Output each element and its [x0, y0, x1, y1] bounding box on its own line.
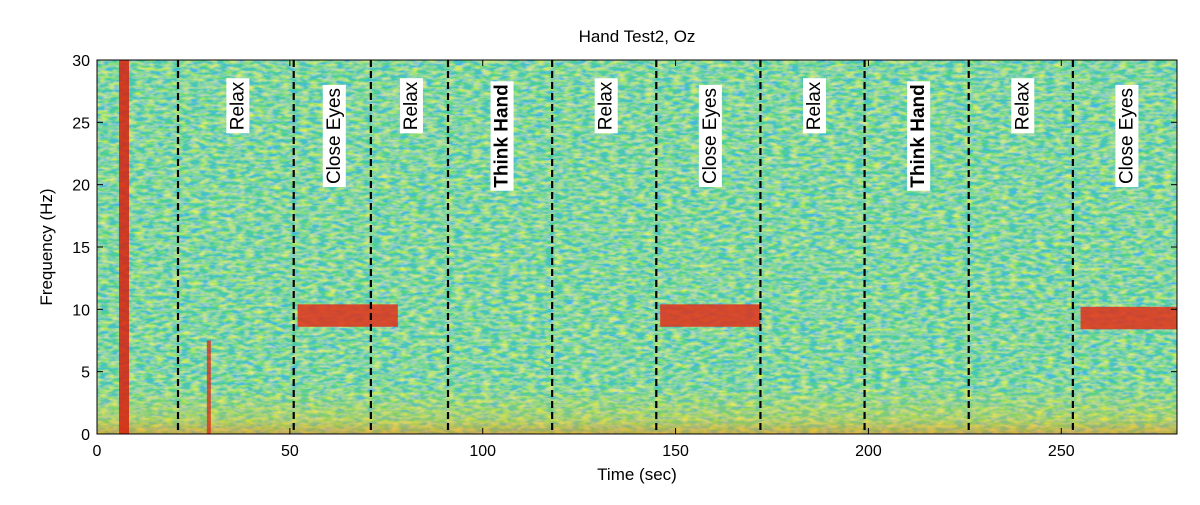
y-tick-label: 15: [72, 240, 90, 257]
segment-label: Close Eyes: [324, 88, 345, 184]
segment-boundaries: [176, 60, 1074, 434]
segment-label: Relax: [804, 81, 825, 130]
segment-annotation: Relax: [226, 78, 250, 134]
x-tick-label: 250: [1048, 443, 1075, 460]
annotation-box: [1011, 78, 1035, 134]
artifact-mark: [119, 60, 129, 434]
segment-annotations: Relax Close Eyes Relax Think Hand Relax Close…: [226, 78, 1139, 191]
annotation-box: [907, 81, 931, 191]
segment-annotation: Think Hand: [907, 81, 931, 191]
spectrogram-noise-texture: [97, 60, 1177, 434]
annotation-box: [803, 78, 826, 134]
y-tick-label: 30: [72, 53, 90, 70]
segment-annotation: Relax: [594, 78, 618, 134]
annotation-box: [226, 78, 250, 134]
segment-label: Relax: [227, 81, 248, 130]
y-tick-label: 10: [72, 302, 90, 319]
y-axis-label: Frequency (Hz): [37, 188, 56, 305]
artifacts: [119, 60, 211, 434]
y-axis-ticks: 0 5 10 15 20 25 30: [72, 53, 1177, 444]
segment-label: Relax: [401, 81, 422, 130]
x-tick-label: 200: [855, 443, 882, 460]
x-tick-label: 0: [93, 443, 102, 460]
segment-annotation: Close Eyes: [1115, 84, 1139, 188]
x-tick-label: 150: [662, 443, 689, 460]
annotation-box: [322, 84, 346, 188]
segment-label: Relax: [596, 81, 617, 130]
alpha-band: [1080, 306, 1177, 330]
segment-label: Think Hand: [908, 84, 929, 187]
segment-label: Close Eyes: [700, 88, 721, 184]
y-tick-label: 25: [72, 115, 90, 132]
alpha-band: [297, 304, 398, 327]
segment-label: Close Eyes: [1116, 88, 1137, 184]
y-tick-label: 5: [81, 365, 90, 382]
segment-annotation: Close Eyes: [322, 84, 346, 188]
segment-label: Relax: [1012, 81, 1033, 130]
segment-annotation: Close Eyes: [698, 84, 722, 188]
x-tick-label: 50: [281, 443, 299, 460]
low-frequency-power: [97, 384, 1177, 434]
annotation-box: [594, 78, 618, 134]
annotation-box: [698, 84, 722, 188]
annotation-box: [490, 81, 514, 191]
segment-label: Think Hand: [492, 84, 513, 187]
annotation-box: [399, 78, 423, 134]
x-axis-ticks: 0 50 100 150 200 250: [93, 60, 1075, 460]
annotation-box: [1115, 84, 1139, 188]
y-tick-label: 0: [81, 427, 90, 444]
segment-annotation: Relax: [1011, 78, 1035, 134]
alpha-bands: [297, 304, 1177, 330]
alpha-band: [660, 304, 761, 327]
chart-title: Hand Test2, Oz: [579, 27, 696, 46]
plot-area: Relax Close Eyes Relax Think Hand Relax Close…: [97, 60, 1177, 434]
x-axis-label: Time (sec): [597, 465, 677, 484]
y-tick-label: 20: [72, 178, 90, 195]
artifact-mark: [206, 340, 211, 434]
segment-annotation: Think Hand: [490, 81, 514, 191]
segment-annotation: Relax: [803, 78, 826, 134]
x-tick-label: 100: [469, 443, 496, 460]
segment-annotation: Relax: [399, 78, 423, 134]
